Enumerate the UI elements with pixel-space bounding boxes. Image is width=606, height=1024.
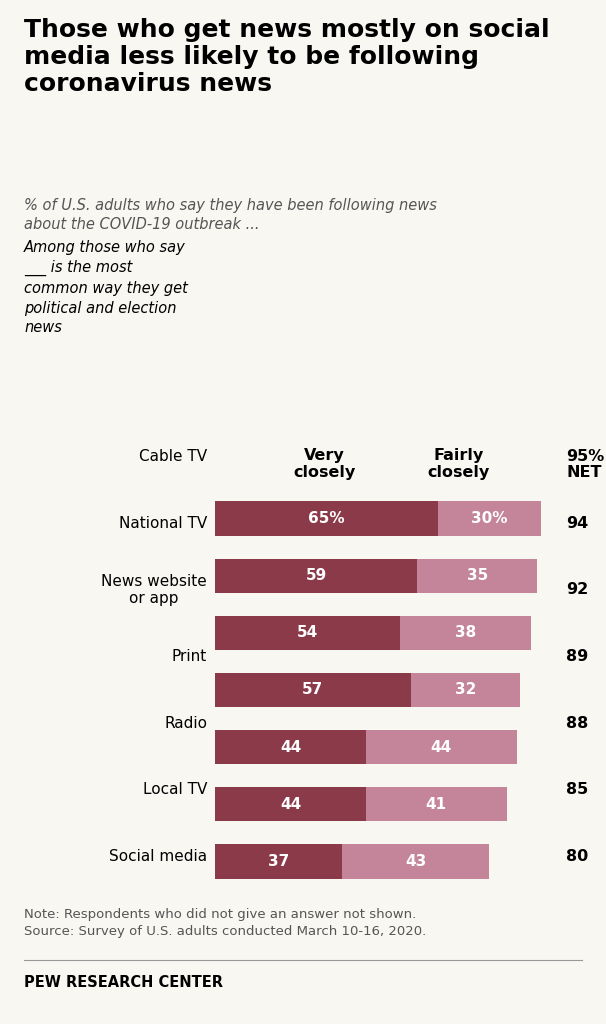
Text: Radio: Radio: [164, 716, 207, 731]
Text: News website
or app: News website or app: [101, 573, 207, 606]
Bar: [410, 673, 521, 708]
Text: 54: 54: [297, 626, 318, 640]
Text: % of U.S. adults who say they have been following news
about the COVID-19 outbre: % of U.S. adults who say they have been …: [24, 198, 437, 231]
Bar: [366, 787, 507, 821]
Text: 30%: 30%: [471, 511, 508, 526]
Text: 88: 88: [566, 716, 588, 731]
Text: 57: 57: [302, 683, 324, 697]
Text: 65%: 65%: [308, 511, 345, 526]
Text: Fairly
closely: Fairly closely: [427, 447, 490, 480]
Text: Among those who say
___ is the most
common way they get
political and election
n: Among those who say ___ is the most comm…: [24, 240, 188, 336]
Text: 41: 41: [425, 797, 447, 812]
Text: Note: Respondents who did not give an answer not shown.
Source: Survey of U.S. a: Note: Respondents who did not give an an…: [24, 908, 427, 938]
Text: 32: 32: [454, 683, 476, 697]
Bar: [418, 558, 538, 593]
Bar: [215, 730, 366, 764]
Text: 59: 59: [305, 568, 327, 584]
Bar: [342, 844, 490, 879]
Text: 95%: 95%: [566, 450, 604, 464]
Bar: [215, 615, 400, 650]
Text: Cable TV: Cable TV: [139, 450, 207, 464]
Text: 92: 92: [566, 583, 588, 597]
Text: Very
closely: Very closely: [294, 447, 356, 480]
Bar: [215, 558, 418, 593]
Text: 44: 44: [431, 739, 452, 755]
Text: Social media: Social media: [109, 849, 207, 864]
Text: Local TV: Local TV: [142, 782, 207, 798]
Text: 37: 37: [268, 854, 289, 869]
Bar: [215, 787, 366, 821]
Text: 35: 35: [467, 568, 488, 584]
Bar: [366, 730, 517, 764]
Bar: [215, 673, 410, 708]
Text: 44: 44: [280, 797, 301, 812]
Text: 94: 94: [566, 516, 588, 530]
Text: PEW RESEARCH CENTER: PEW RESEARCH CENTER: [24, 975, 223, 990]
Bar: [438, 502, 541, 536]
Text: 43: 43: [405, 854, 426, 869]
Bar: [215, 844, 342, 879]
Text: 80: 80: [566, 849, 588, 864]
Text: 44: 44: [280, 739, 301, 755]
Text: National TV: National TV: [119, 516, 207, 530]
Text: 85: 85: [566, 782, 588, 798]
Text: Those who get news mostly on social
media less likely to be following
coronaviru: Those who get news mostly on social medi…: [24, 18, 550, 95]
Bar: [400, 615, 531, 650]
Text: 89: 89: [566, 649, 588, 665]
Text: NET: NET: [566, 465, 602, 480]
Text: Print: Print: [171, 649, 207, 665]
Bar: [215, 502, 438, 536]
Text: 38: 38: [454, 626, 476, 640]
